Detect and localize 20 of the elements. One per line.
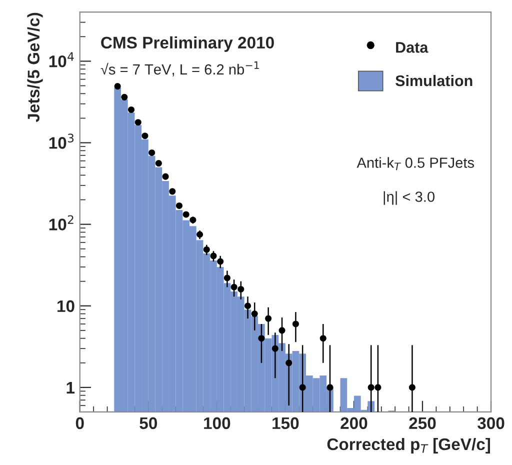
annotation: Anti-k$_{T}$ 0.5 PFJets (356, 157, 474, 170)
legend-label: Simulation (396, 74, 472, 86)
annotation: CMS Preliminary 2010 (101, 36, 274, 52)
legend-label: Data (396, 42, 428, 53)
x-tick-label: 250 (409, 417, 436, 430)
y-axis-title: Jets/(5 GeV/c) (27, 12, 43, 122)
x-tick-label: 150 (272, 417, 299, 430)
annotation: |η| < 3.0 (384, 191, 434, 205)
x-tick-label: 200 (340, 417, 368, 430)
annotation: √s = 7 TeV, L = 6.2 nb$^{−1}$ (100, 61, 259, 76)
y-tick-label: 10$^{3}$ (49, 134, 74, 149)
y-tick-label: 10 (58, 300, 74, 312)
x-axis-title: Corrected p$_{T}$ [GeV/c] (327, 438, 490, 454)
y-tick-label: 1 (66, 382, 75, 394)
y-tick-label: 10$^{2}$ (49, 215, 74, 230)
x-tick-label: 0 (76, 417, 84, 430)
x-tick-label: 50 (140, 417, 157, 430)
y-tick-label: 10$^{4}$ (49, 52, 74, 68)
x-tick-label: 100 (204, 417, 230, 430)
x-tick-label: 300 (477, 417, 504, 430)
